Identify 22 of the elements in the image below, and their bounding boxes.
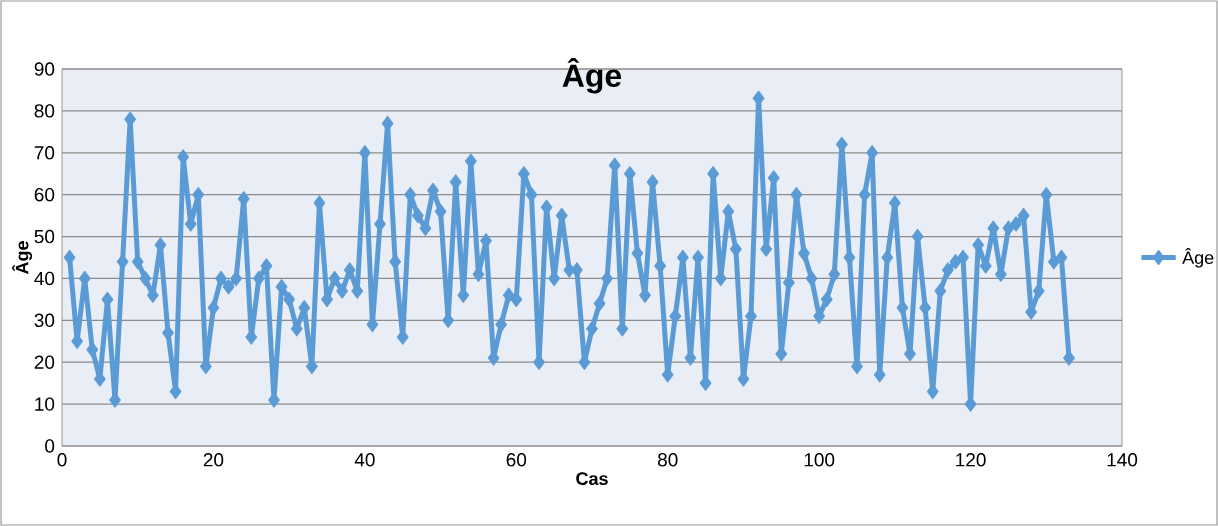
y-tick-label: 0: [45, 439, 55, 453]
x-tick-label: 40: [354, 453, 375, 467]
y-tick-label: 20: [34, 355, 55, 369]
x-tick-label: 140: [1107, 453, 1138, 467]
x-tick-label: 120: [956, 453, 986, 467]
y-tick-label: 10: [35, 397, 55, 411]
y-tick-label: 50: [34, 229, 55, 244]
x-tick-label: 20: [203, 453, 224, 467]
y-tick-label: 30: [34, 313, 55, 328]
x-axis-title: Cas: [576, 472, 608, 486]
legend-label: Âge: [1182, 248, 1214, 268]
x-tick-label: 60: [506, 453, 527, 467]
y-tick-label: 90: [34, 62, 55, 76]
y-tick-label: 80: [34, 104, 55, 118]
x-tick-label: 80: [657, 453, 678, 467]
y-tick-label: 70: [34, 146, 55, 160]
x-tick-label: 0: [57, 453, 67, 467]
y-tick-label: 40: [34, 271, 55, 286]
y-tick-label: 60: [34, 187, 55, 202]
y-axis-title: Âge: [12, 241, 33, 275]
x-tick-label: 100: [804, 453, 835, 467]
chart-title: Âge: [562, 58, 622, 94]
